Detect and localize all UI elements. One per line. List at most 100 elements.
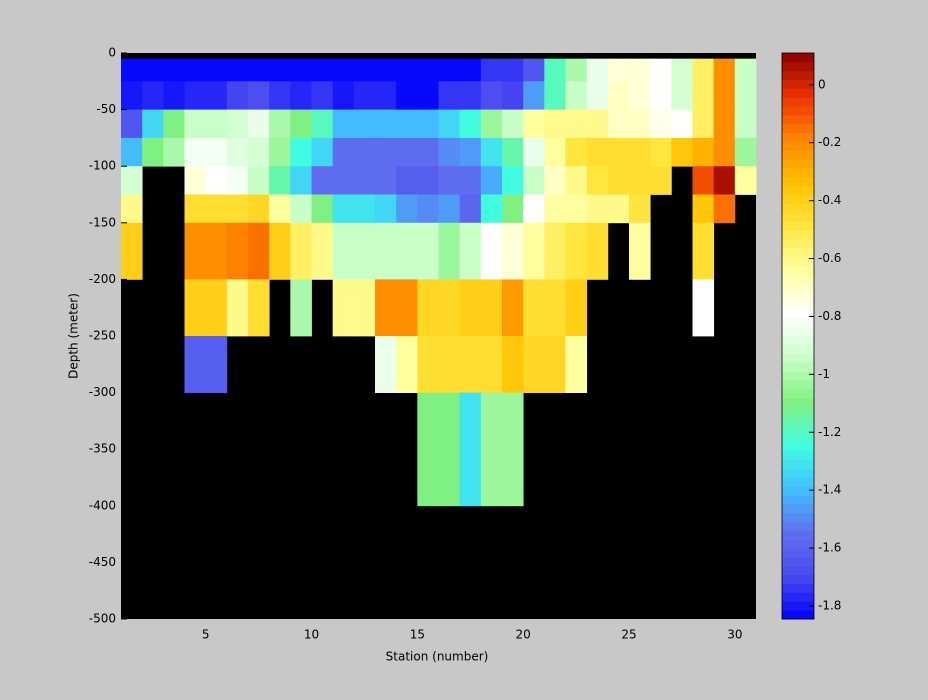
colorbar-swatch	[782, 53, 814, 63]
heatmap-cell	[332, 81, 355, 110]
y-tick-label: -200	[89, 272, 116, 286]
heatmap-cell	[375, 81, 397, 110]
y-tick-label: -100	[89, 159, 116, 173]
heatmap-cell	[502, 392, 524, 507]
heatmap-cell	[502, 81, 524, 110]
heatmap-cell	[353, 166, 376, 195]
heatmap-cell	[544, 279, 566, 337]
heatmap-cell	[438, 166, 461, 195]
colorbar-swatch	[782, 327, 814, 337]
colorbar-swatch	[782, 123, 814, 133]
heatmap-cell	[417, 392, 439, 507]
colorbar-swatch	[782, 265, 814, 275]
heatmap-cell	[226, 81, 249, 110]
colorbar-tick-label: -1.2	[818, 425, 841, 439]
y-tick-label: -300	[89, 385, 116, 399]
heatmap-cell	[184, 222, 207, 280]
heatmap-cell	[417, 137, 439, 167]
heatmap-cell	[713, 58, 736, 82]
heatmap-cell	[311, 166, 334, 195]
heatmap-cell	[713, 109, 736, 139]
heatmap-cell	[565, 222, 588, 280]
heatmap-cell	[586, 222, 609, 280]
y-tick-label: -350	[89, 442, 116, 456]
heatmap-cell	[184, 279, 207, 337]
heatmap-cell	[607, 166, 630, 195]
heatmap-cell	[459, 81, 482, 110]
colorbar-swatch	[782, 114, 814, 125]
colorbar-swatch	[782, 371, 814, 381]
heatmap-cell	[671, 137, 693, 167]
heatmap-cell	[438, 279, 461, 337]
heatmap-cell	[332, 194, 355, 224]
heatmap-cell	[248, 194, 270, 224]
heatmap-cell	[353, 58, 376, 82]
heatmap-cell	[396, 194, 418, 224]
x-tick-label: 10	[304, 628, 319, 642]
heatmap-cell	[607, 58, 630, 82]
heatmap-cell	[142, 109, 164, 139]
heatmap-cell	[671, 81, 693, 110]
heatmap-cell	[650, 137, 672, 167]
heatmap-cell	[396, 336, 418, 393]
colorbar-frame	[781, 52, 815, 620]
heatmap-cell	[734, 166, 757, 195]
heatmap-cell	[734, 58, 757, 82]
y-tick-label: -500	[89, 612, 116, 626]
heatmap-cell	[586, 137, 609, 167]
colorbar-swatch	[782, 212, 814, 222]
colorbar-swatch	[782, 380, 814, 390]
colorbar-swatch	[782, 557, 814, 567]
colorbar-swatch	[782, 477, 814, 487]
heatmap-cell	[692, 194, 715, 224]
heatmap-cell	[205, 194, 228, 224]
heatmap-cell	[269, 137, 291, 167]
heatmap-cell	[565, 137, 588, 167]
heatmap-cell	[438, 109, 461, 139]
heatmap-cell	[692, 109, 715, 139]
heatmap-cell	[290, 279, 312, 337]
heatmap-cell	[163, 109, 185, 139]
heatmap-cell	[353, 194, 376, 224]
colorbar-swatch	[782, 185, 814, 195]
heatmap-cell	[565, 194, 588, 224]
heatmap-cell	[692, 81, 715, 110]
x-tick-label: 15	[410, 628, 425, 642]
heatmap-cell	[248, 137, 270, 167]
heatmap-cell	[121, 194, 143, 224]
colorbar-swatch	[782, 521, 814, 531]
y-tick-label: -400	[89, 498, 116, 512]
heatmap-cell	[226, 109, 249, 139]
colorbar-swatch	[782, 389, 814, 399]
heatmap-cell	[311, 58, 334, 82]
colorbar-swatch	[782, 106, 814, 116]
heatmap-cell	[692, 166, 715, 195]
colorbar-tick-label: -1.6	[818, 541, 841, 555]
heatmap-cell	[480, 137, 503, 167]
heatmap-cell	[311, 137, 334, 167]
heatmap-cell	[396, 81, 418, 110]
y-axis-title: Depth (meter)	[67, 293, 81, 379]
heatmap-cell	[523, 109, 545, 139]
colorbar-swatch	[782, 601, 814, 611]
heatmap-cell	[459, 109, 482, 139]
heatmap-cell	[332, 109, 355, 139]
y-tick-label: -450	[89, 555, 116, 569]
heatmap-cell	[290, 109, 312, 139]
heatmap-cell	[692, 58, 715, 82]
heatmap-cell	[523, 279, 545, 337]
colorbar-swatch	[782, 282, 814, 293]
colorbar-swatch	[782, 565, 814, 576]
heatmap-cell	[480, 392, 503, 507]
heatmap-cell	[311, 81, 334, 110]
heatmap-cell	[163, 58, 185, 82]
heatmap-cell	[290, 166, 312, 195]
colorbar-swatch	[782, 362, 814, 372]
y-tick-label: 0	[108, 46, 116, 60]
heatmap-cell	[375, 279, 397, 337]
heatmap-cell	[142, 58, 164, 82]
heatmap-cell	[713, 81, 736, 110]
heatmap-cell	[459, 194, 482, 224]
heatmap-cell	[502, 222, 524, 280]
